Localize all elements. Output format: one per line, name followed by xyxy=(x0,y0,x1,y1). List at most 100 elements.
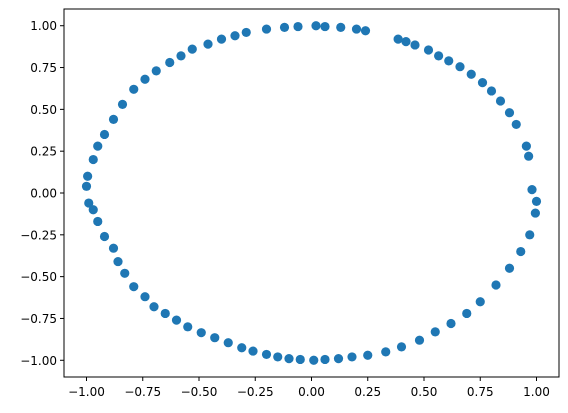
x-tick-label: 0.50 xyxy=(411,385,438,399)
x-tick-label: 0.00 xyxy=(298,385,325,399)
x-tick-label: 1.00 xyxy=(523,385,550,399)
data-point xyxy=(160,308,170,319)
data-point xyxy=(241,27,251,38)
data-point xyxy=(203,39,213,49)
data-point xyxy=(149,302,159,312)
data-point xyxy=(93,141,103,151)
x-tick-label: 0.25 xyxy=(354,385,381,399)
data-point xyxy=(183,322,193,332)
data-point xyxy=(504,108,515,118)
data-point xyxy=(430,327,440,337)
data-point xyxy=(279,22,290,32)
data-point xyxy=(129,84,139,94)
data-point xyxy=(151,66,161,76)
x-tick-label: 0.75 xyxy=(467,385,494,399)
data-point xyxy=(524,151,534,161)
data-point xyxy=(446,318,456,329)
data-point xyxy=(527,185,537,195)
data-points xyxy=(81,21,542,365)
data-point xyxy=(434,51,444,61)
data-point xyxy=(284,354,294,364)
data-point xyxy=(531,196,542,206)
data-point xyxy=(393,34,403,44)
y-axis: −1.00 −0.75 −0.50 −0.25 0.00 0.25 0.50 0.75 1.00 xyxy=(20,19,64,368)
y-tick-label: 0.75 xyxy=(30,61,57,75)
data-point xyxy=(347,352,357,362)
data-point xyxy=(99,231,110,242)
data-point xyxy=(230,31,240,41)
data-point xyxy=(486,86,497,96)
plot-frame xyxy=(63,8,560,378)
data-point xyxy=(117,99,128,109)
data-point xyxy=(360,26,371,36)
data-point xyxy=(516,246,526,257)
data-point xyxy=(216,34,227,44)
data-point xyxy=(140,292,150,302)
data-point xyxy=(504,263,515,273)
data-point xyxy=(176,51,186,61)
x-tick-label: −0.25 xyxy=(237,385,274,399)
data-point xyxy=(237,343,247,353)
y-tick-label: 0.25 xyxy=(30,145,57,159)
data-point xyxy=(93,216,103,227)
data-point xyxy=(120,268,130,278)
y-tick-label: −1.00 xyxy=(20,354,57,368)
data-point xyxy=(210,333,220,343)
data-point xyxy=(196,328,206,338)
data-point xyxy=(88,205,98,215)
data-point xyxy=(320,354,330,365)
data-point xyxy=(223,338,233,348)
data-point xyxy=(311,21,321,31)
data-point xyxy=(333,354,344,364)
data-point xyxy=(521,141,531,151)
data-point xyxy=(410,40,420,50)
data-point xyxy=(261,24,272,34)
data-point xyxy=(165,57,175,68)
y-tick-label: −0.50 xyxy=(20,270,57,284)
data-point xyxy=(511,119,521,130)
data-point xyxy=(129,282,139,292)
data-point xyxy=(525,230,535,240)
data-point xyxy=(309,355,319,365)
data-point xyxy=(455,62,465,72)
data-point xyxy=(414,335,425,345)
data-point xyxy=(293,21,303,32)
data-point xyxy=(83,171,93,181)
data-point xyxy=(444,56,454,66)
data-point xyxy=(351,24,362,34)
data-point xyxy=(113,256,123,267)
data-point xyxy=(84,198,94,208)
data-point xyxy=(88,154,98,165)
x-axis: −1.00 −0.75 −0.50 −0.25 0.00 0.25 0.50 0.75 1.00 xyxy=(68,377,550,399)
data-point xyxy=(108,243,119,253)
y-tick-label: 1.00 xyxy=(30,19,57,33)
data-point xyxy=(462,308,472,319)
data-point xyxy=(381,347,391,357)
x-tick-label: −0.75 xyxy=(124,385,161,399)
data-point xyxy=(396,342,407,352)
data-point xyxy=(81,181,92,191)
data-point xyxy=(495,96,506,106)
data-point xyxy=(248,346,258,356)
data-point xyxy=(477,78,488,88)
data-point xyxy=(475,297,485,307)
data-point xyxy=(491,280,501,290)
data-point xyxy=(423,45,434,55)
data-point xyxy=(401,37,411,47)
data-point xyxy=(336,22,346,32)
data-point xyxy=(108,114,119,124)
x-tick-label: −1.00 xyxy=(68,385,105,399)
y-tick-label: 0.00 xyxy=(30,187,57,201)
data-point xyxy=(295,354,305,365)
data-point xyxy=(261,349,272,360)
x-tick-label: −0.50 xyxy=(181,385,218,399)
data-point xyxy=(320,21,330,32)
y-tick-label: −0.75 xyxy=(20,312,57,326)
data-point xyxy=(363,350,373,360)
data-point xyxy=(140,74,150,84)
y-tick-label: −0.25 xyxy=(20,228,57,242)
data-point xyxy=(466,69,476,79)
data-point xyxy=(99,129,110,140)
data-point xyxy=(187,44,197,54)
data-point xyxy=(273,352,283,362)
